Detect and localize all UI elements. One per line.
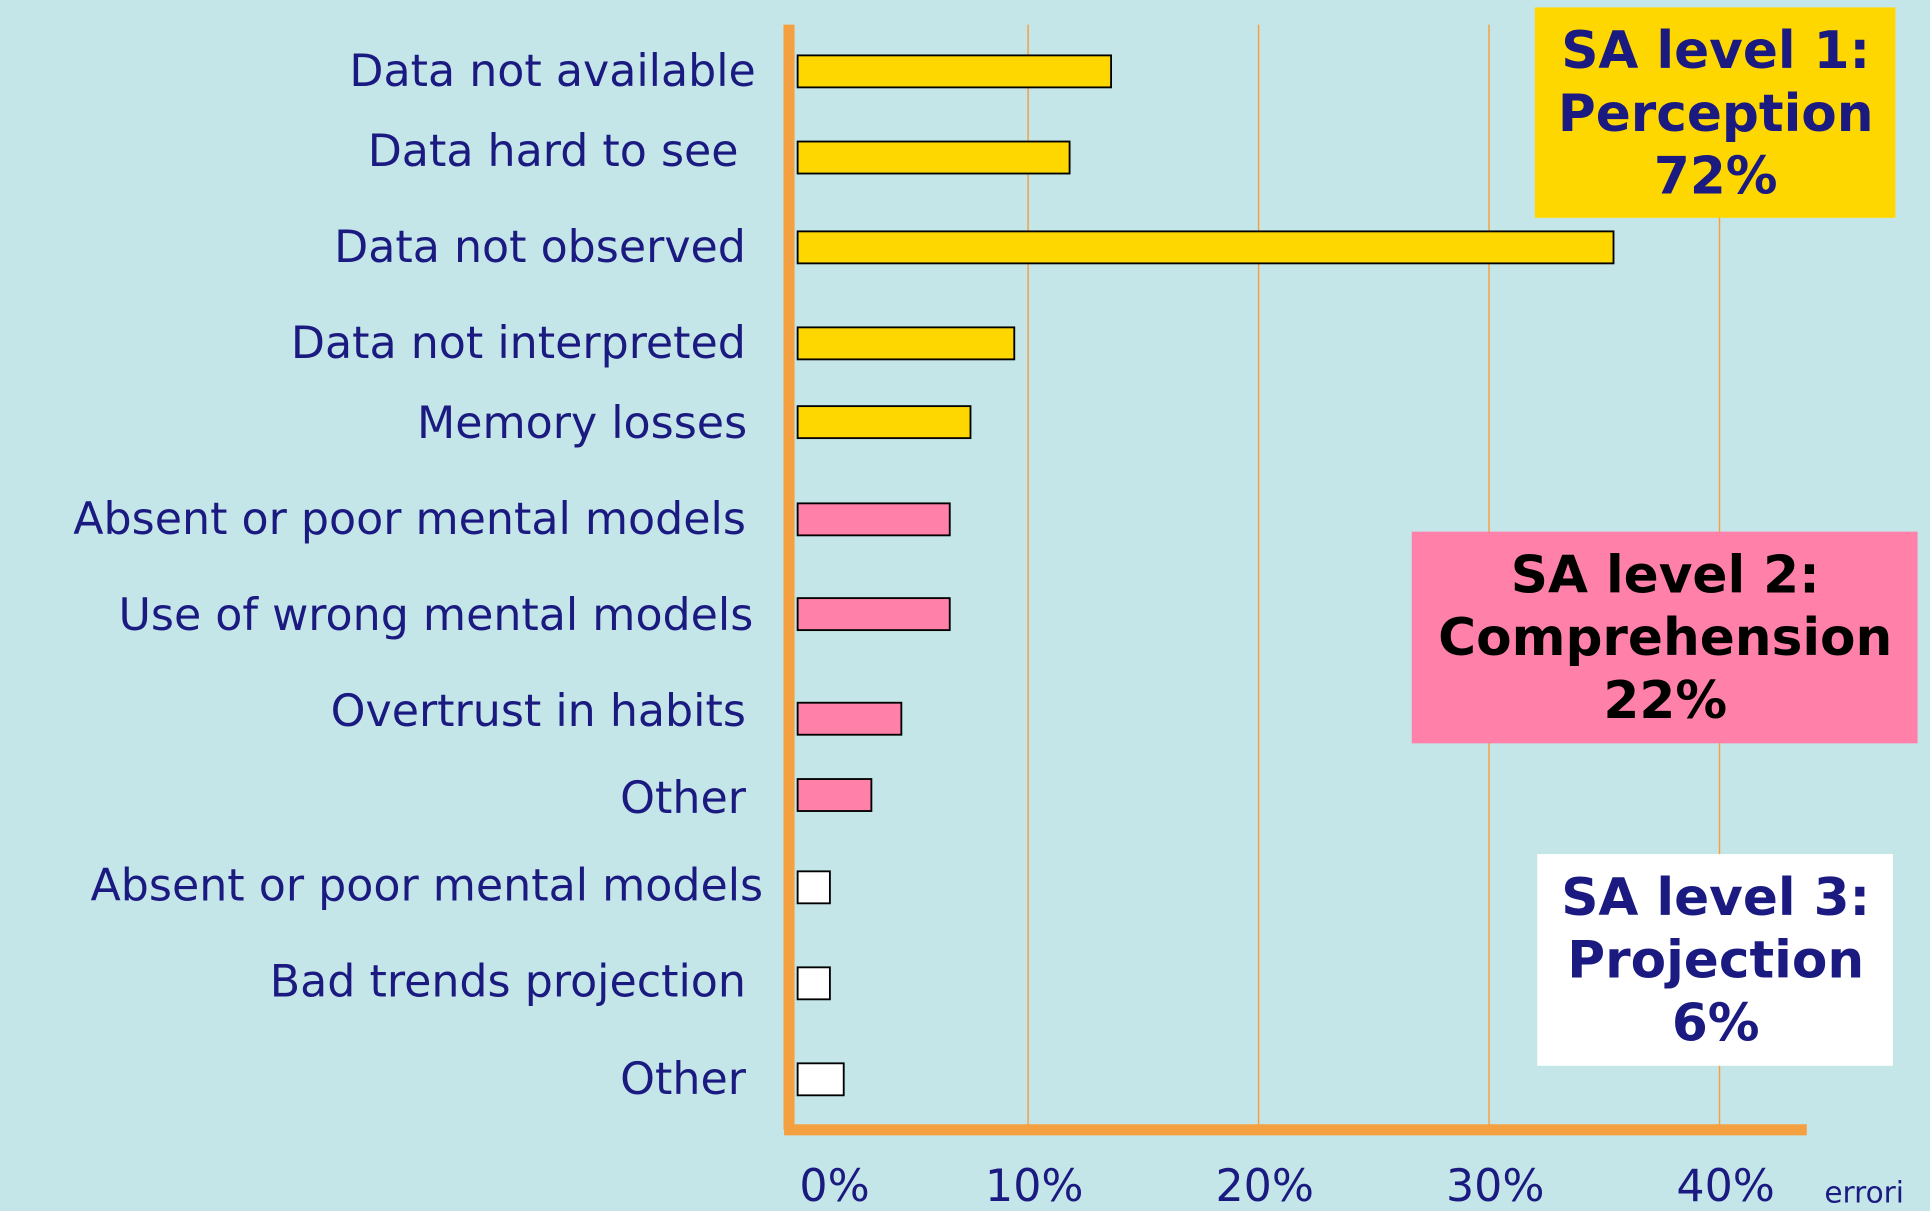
bar xyxy=(796,326,1016,361)
annotation-text: SA level 3: xyxy=(1561,868,1870,928)
category-label: Absent or poor mental models xyxy=(73,494,746,545)
x-tick-label: 40% xyxy=(1676,1161,1774,1211)
category-label: Absent or poor mental models xyxy=(90,861,763,912)
category-label: Data not available xyxy=(349,46,755,97)
annotation-text: SA level 1: xyxy=(1561,21,1870,81)
bar xyxy=(796,1062,845,1097)
x-tick-label: 0% xyxy=(799,1161,869,1211)
bar xyxy=(796,140,1071,175)
annotation-text: Perception xyxy=(1558,84,1874,144)
annotation-text: SA level 2: xyxy=(1511,545,1820,605)
annotation-text: Projection xyxy=(1567,931,1864,991)
category-label: Data not observed xyxy=(334,222,746,273)
category-label: Other xyxy=(620,773,747,824)
bar xyxy=(796,778,873,812)
annotation-text: 22% xyxy=(1603,671,1727,731)
x-tick-label: 20% xyxy=(1215,1161,1313,1211)
bar xyxy=(796,502,951,537)
category-label: Bad trends projection xyxy=(270,957,746,1008)
annotation-text: Comprehension xyxy=(1438,608,1892,668)
bar xyxy=(796,405,972,440)
annotation-box xyxy=(1411,531,1918,744)
annotation-text: 72% xyxy=(1654,147,1778,207)
annotation-box xyxy=(1534,7,1896,218)
category-label: Data not interpreted xyxy=(291,318,746,369)
bar xyxy=(796,597,951,632)
category-label: Overtrust in habits xyxy=(331,686,746,737)
x-tick-label: 30% xyxy=(1446,1161,1544,1211)
x-tick-label: 10% xyxy=(985,1161,1083,1211)
x-axis-label: errori xyxy=(1824,1175,1904,1209)
bar xyxy=(796,230,1615,265)
category-label: Other xyxy=(620,1054,747,1105)
category-label: Memory losses xyxy=(417,398,747,449)
bar xyxy=(796,870,831,905)
category-label: Data hard to see xyxy=(368,126,739,177)
annotation-box xyxy=(1537,854,1893,1066)
bar xyxy=(796,54,1112,89)
bar xyxy=(796,966,831,1001)
annotation-text: 6% xyxy=(1672,993,1760,1053)
category-label: Use of wrong mental models xyxy=(118,590,753,641)
bar xyxy=(796,701,903,736)
